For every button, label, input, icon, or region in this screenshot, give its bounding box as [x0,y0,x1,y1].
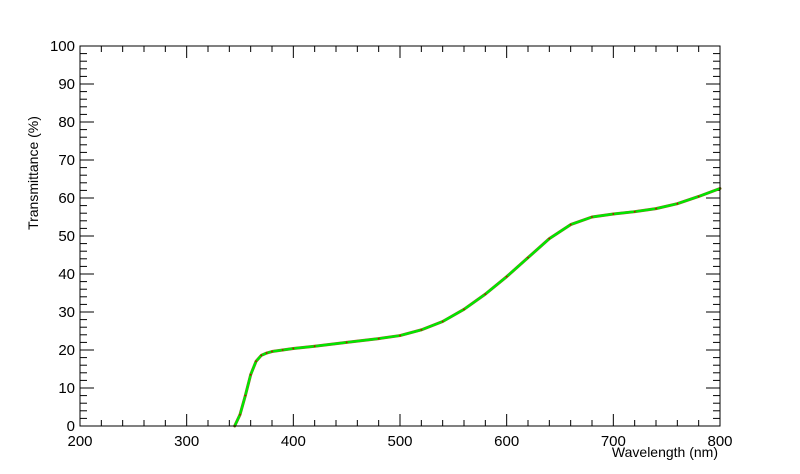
y-axis-label: Transmittance (%) [25,116,41,230]
y-tick-label: 20 [58,342,75,359]
series-point [345,341,348,344]
y-tick-label: 60 [58,190,75,207]
x-tick-label: 600 [494,433,519,450]
series-point [399,334,401,337]
series-point [697,195,700,198]
series-point [463,308,465,311]
series-point [441,320,444,323]
y-tick-label: 90 [58,76,75,93]
ticks-layer: 0 10 20 30 40 50 60 70 80 90 100 200 300 400 500 600 700… [50,38,733,450]
series-point [255,360,257,363]
series-point [292,347,295,350]
series-point [569,223,572,226]
series-point [591,216,593,218]
series-point [377,337,380,340]
y-tick-label: 80 [58,114,75,131]
series-point [612,213,615,215]
series-point [260,354,263,357]
y-tick-label: 50 [58,228,75,245]
y-tick-label: 70 [58,152,75,169]
series-point [484,293,487,296]
series-point [249,373,252,376]
series-point [265,352,268,354]
x-tick-label: 500 [387,433,412,450]
y-tick-label: 100 [50,38,75,55]
series-layer [233,187,722,428]
y-tick-label: 10 [58,380,75,397]
series-primary-line [233,187,722,428]
x-tick-label: 800 [707,433,732,450]
y-tick-label: 30 [58,304,75,321]
y-tick-label: 0 [67,418,75,435]
series-secondary-line [233,187,722,428]
x-tick-label: 200 [67,433,92,450]
series-point [505,275,508,278]
series-point [271,350,273,353]
series-point [239,413,241,416]
y-tick-label: 40 [58,266,75,283]
x-tick-label: 400 [281,433,306,450]
plot-frame [79,45,721,427]
series-point [244,394,247,397]
series-point [313,345,316,348]
series-point [281,349,284,351]
series-point [548,237,551,240]
series-point [676,202,679,205]
series-point [655,207,657,210]
x-tick-label: 300 [174,433,199,450]
x-axis-label: Wavelength (nm) [612,444,718,460]
series-point [420,328,423,331]
series-point [527,256,529,259]
series-point [633,210,636,213]
x-tick-label: 700 [601,433,626,450]
